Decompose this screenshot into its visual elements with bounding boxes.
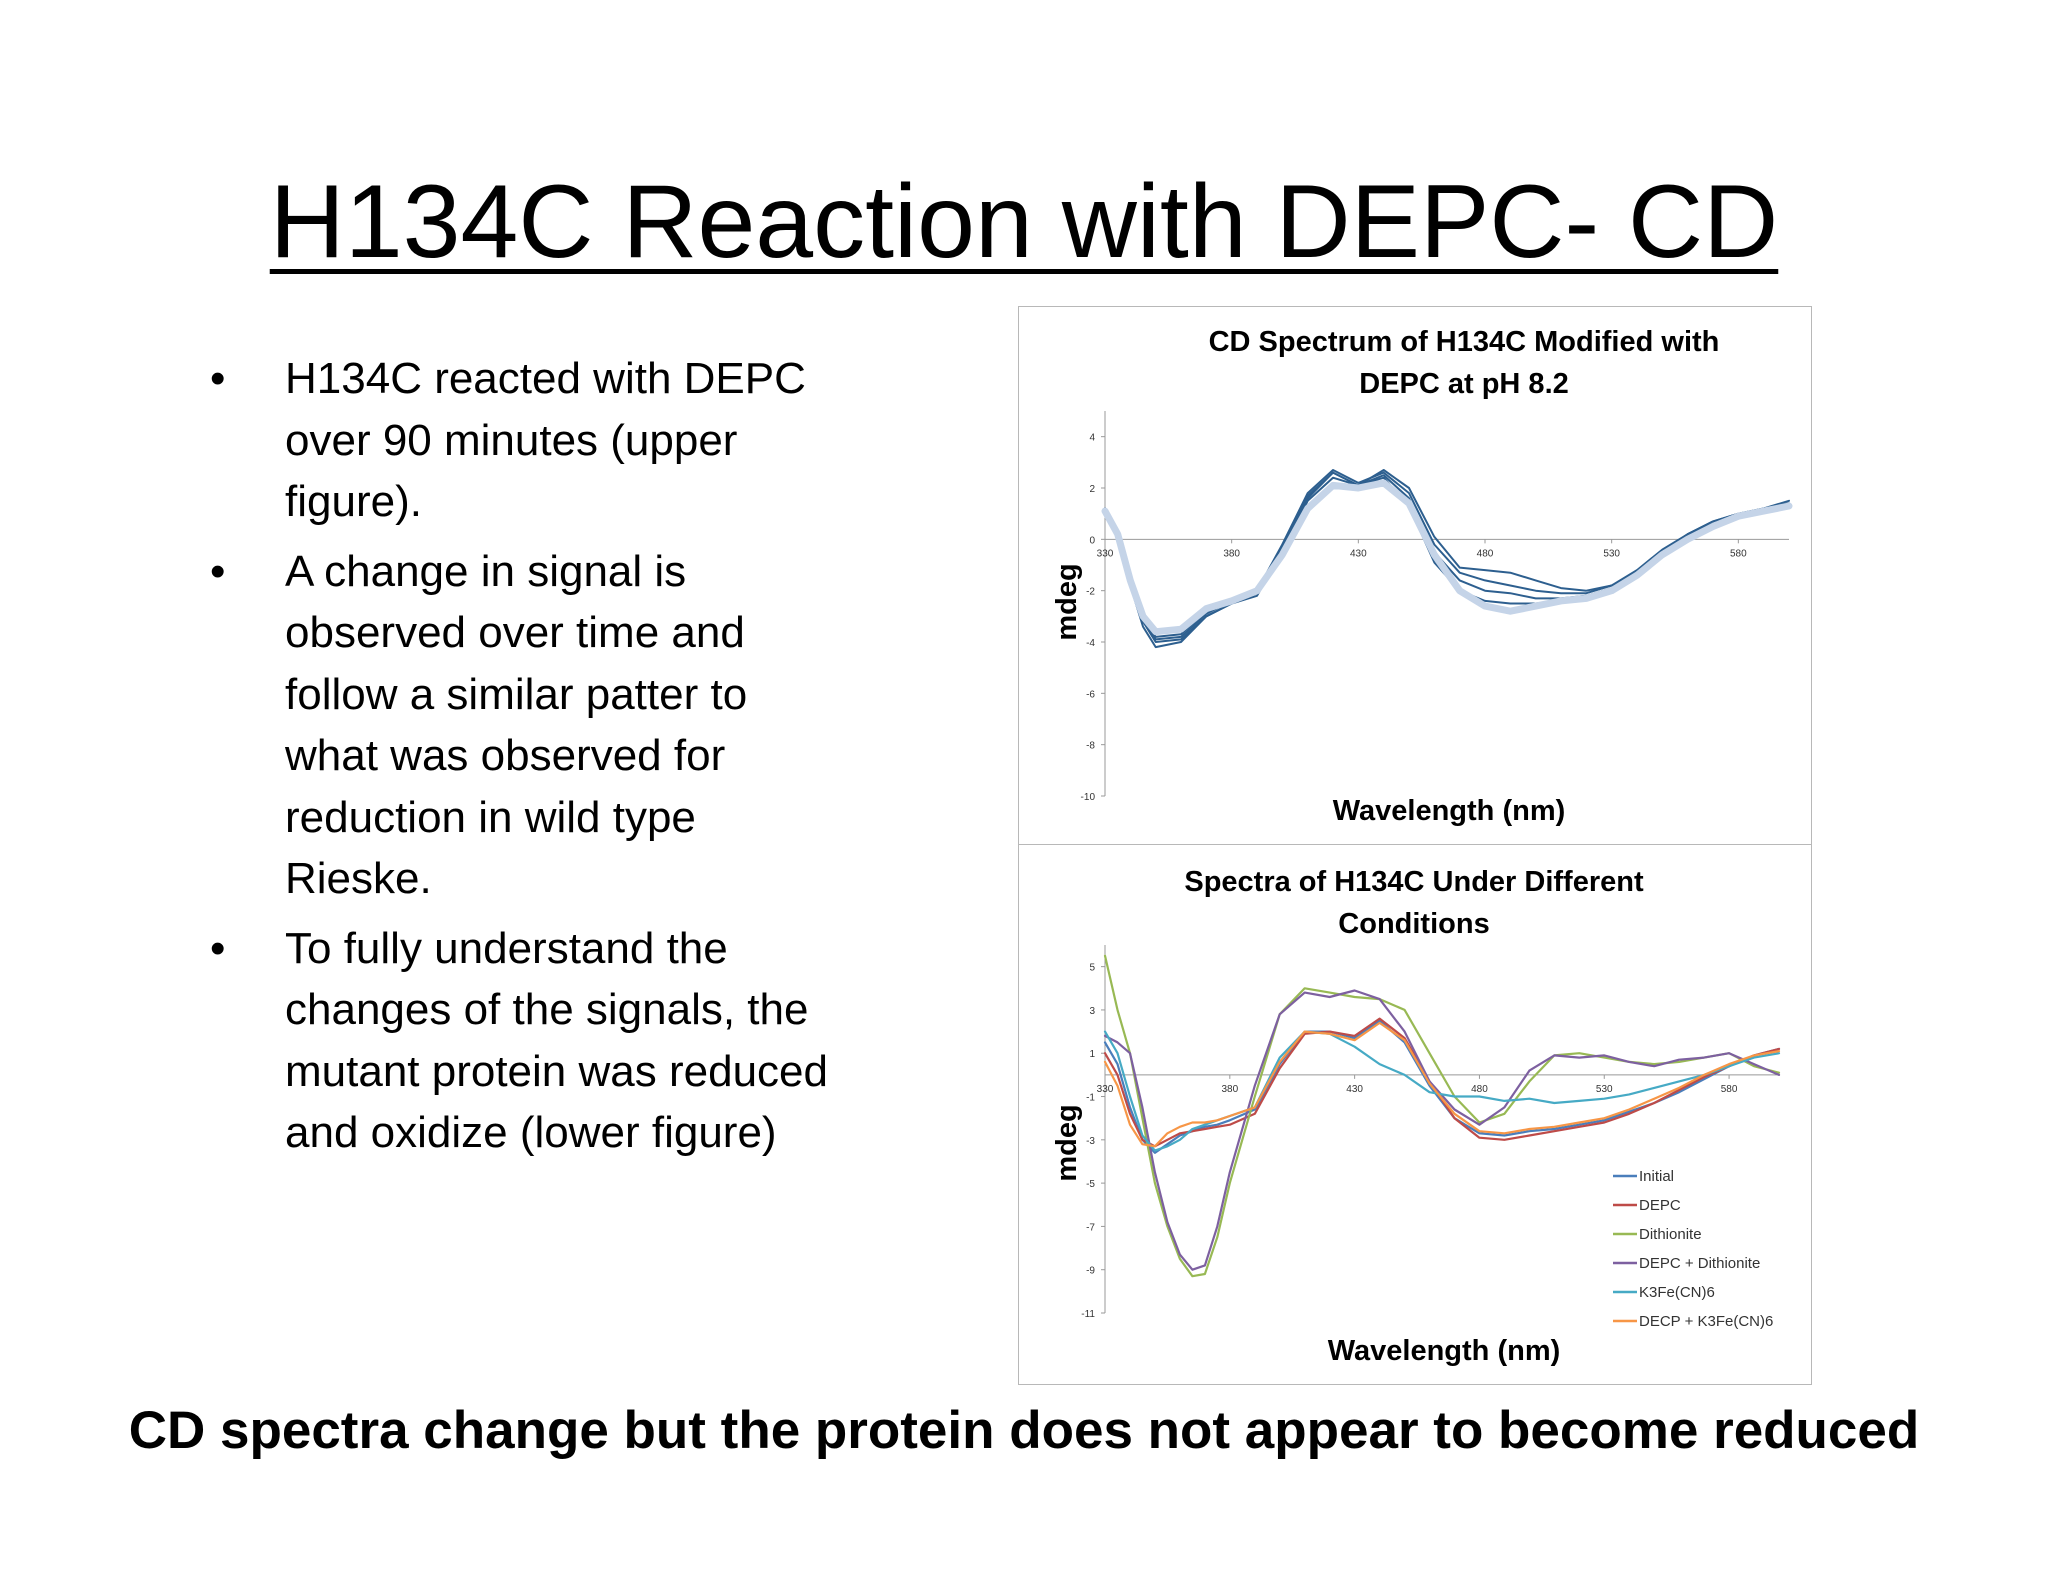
series-line-1 [1103,1019,1781,1154]
legend-label: DEPC [1639,1197,1681,1214]
x-axis-label: Wavelength (nm) [1328,1335,1561,1367]
series-line-4 [1104,476,1790,649]
y-tick-label: -10 [1081,792,1096,803]
y-tick-label: 2 [1089,484,1095,495]
series-line-2 [1103,1017,1781,1148]
conclusion-text: CD spectra change but the protein does n… [128,1401,1920,1460]
bullet-line: observed over time and [285,608,745,657]
bullet-line: figure). [285,477,422,526]
chart-title-line: Spectra of H134C Under Different [1184,866,1644,898]
y-tick-label: -5 [1086,1179,1095,1190]
bullet-line: Rieske. [285,854,432,903]
y-tick-label: -8 [1086,741,1095,752]
bullet-line: and oxidize (lower figure) [285,1108,777,1157]
bullet-line: To fully understand the [285,923,728,973]
series-line-4 [1103,989,1781,1271]
x-tick-label: 330 [1097,1084,1114,1095]
y-axis-label: mdeg [1051,1104,1083,1181]
y-tick-label: 5 [1089,963,1095,974]
y-tick-label: -6 [1086,689,1095,700]
series-line-2 [1104,469,1790,641]
legend-label: DECP + K3Fe(CN)6 [1639,1313,1773,1330]
bullet-line: reduction in wild type [285,792,696,842]
x-axis-label: Wavelength (nm) [1333,795,1566,827]
y-tick-label: 3 [1089,1006,1095,1017]
bullet-line: what was observed for [285,731,726,780]
chart-title-line: DEPC at pH 8.2 [1359,368,1569,400]
legend-label: Dithionite [1639,1226,1702,1243]
y-tick-label: 4 [1089,433,1095,444]
conditions-spectra-chart: Spectra of H134C Under Different Conditi… [1018,844,1812,1385]
x-tick-label: 480 [1477,548,1494,559]
x-tick-label: 380 [1223,548,1240,559]
bullet-line: follow a similar patter to [285,669,748,719]
y-tick-label: -11 [1081,1309,1095,1320]
conditions-spectra-plot: Spectra of H134C Under Different Conditi… [1051,866,1781,1367]
y-tick-label: -2 [1086,587,1095,598]
bullet-glyph: • [210,923,226,973]
x-tick-label: 530 [1596,1084,1613,1095]
bullet-line: H134C reacted with DEPC [285,354,806,403]
bullet-item: • H134C reacted with DEPC over 90 minute… [210,348,910,533]
legend-label: DEPC + Dithionite [1639,1255,1760,1272]
x-tick-label: 430 [1346,1084,1363,1095]
x-tick-label: 430 [1350,548,1367,559]
series-line-5 [1101,479,1793,636]
bullet-list: • H134C reacted with DEPC over 90 minute… [210,348,910,1172]
cd-spectrum-plot: CD Spectrum of H134C Modified with DEPC … [1051,326,1793,827]
y-tick-label: -9 [1086,1266,1095,1277]
x-tick-label: 580 [1730,548,1747,559]
y-tick-label: -7 [1086,1222,1095,1233]
y-tick-label: 1 [1089,1049,1095,1060]
y-tick-label: -4 [1086,638,1095,649]
legend-label: K3Fe(CN)6 [1639,1284,1715,1301]
series-line-6 [1103,1021,1781,1148]
bullet-line: over 90 minutes (upper [285,415,738,465]
bullet-line: mutant protein was reduced [285,1046,828,1096]
bullet-item: • To fully understand the changes of the… [210,918,910,1164]
slide-title: H134C Reaction with DEPC- CD [269,164,1779,280]
bullet-glyph: • [210,546,226,596]
chart-title-line: CD Spectrum of H134C Modified with [1209,326,1720,358]
bullet-item: • A change in signal is observed over ti… [210,541,910,910]
legend-label: Initial [1639,1168,1674,1185]
bullet-glyph: • [210,354,226,403]
y-axis-label: mdeg [1051,563,1083,640]
x-tick-label: 530 [1603,548,1620,559]
bullet-line: A change in signal is [285,546,687,596]
series-line-5 [1103,1030,1781,1152]
x-tick-label: 330 [1097,548,1114,559]
y-tick-label: -1 [1086,1093,1095,1104]
chart-title-line: Conditions [1338,908,1489,940]
x-tick-label: 580 [1721,1084,1738,1095]
bullet-line: changes of the signals, the [285,985,809,1034]
y-tick-label: -3 [1086,1136,1095,1147]
x-tick-label: 380 [1221,1084,1238,1095]
cd-spectrum-chart: CD Spectrum of H134C Modified with DEPC … [1018,306,1812,846]
x-tick-label: 480 [1471,1084,1488,1095]
y-tick-label: 0 [1089,535,1095,546]
